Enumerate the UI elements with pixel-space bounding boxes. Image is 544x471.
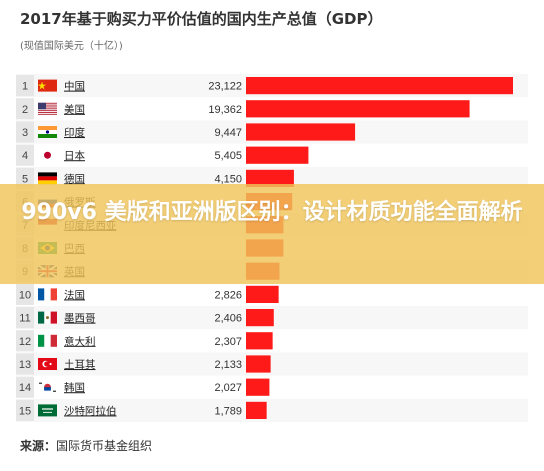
tr-flag-icon-moon-cut <box>44 361 50 367</box>
rank-label: 15 <box>19 405 31 417</box>
fr-flag-icon-red <box>50 288 57 301</box>
de-flag-icon-gold <box>38 180 57 185</box>
kr-flag-icon-trigram <box>53 390 56 392</box>
jp-flag-icon-sun <box>44 151 51 159</box>
value-label: 19,362 <box>208 104 242 116</box>
category-label: 意大利 <box>64 335 96 348</box>
value-label: 1,789 <box>214 405 242 417</box>
rank-cell <box>16 283 34 305</box>
it-flag-icon-red <box>50 334 57 347</box>
us-flag-icon-canton <box>38 102 46 110</box>
chart-subtitle: (现值国际美元（十亿）) <box>20 41 123 52</box>
rank-cell <box>16 144 34 166</box>
it-flag-icon <box>38 334 45 347</box>
row-background <box>16 352 528 376</box>
rank-cell <box>16 75 34 97</box>
rank-label: 11 <box>19 313 30 325</box>
category-label: 美国 <box>64 103 85 116</box>
value-label: 4,150 <box>214 173 242 185</box>
category-label: 德国 <box>64 172 85 185</box>
in-flag-icon <box>38 126 57 130</box>
category-label: 墨西哥 <box>64 313 96 325</box>
rank-cell <box>16 353 34 375</box>
us-flag-icon-stripe <box>38 108 57 110</box>
bar <box>246 123 356 141</box>
sa-flag-icon-sword <box>43 411 52 413</box>
bar <box>246 146 309 164</box>
fr-flag-icon-white <box>44 288 51 301</box>
us-flag-icon-stripe <box>38 112 57 113</box>
rank-label: 3 <box>22 127 28 139</box>
value-label: 2,133 <box>214 359 242 371</box>
sa-flag-icon-script <box>42 408 53 410</box>
bar <box>246 378 270 396</box>
value-label: 23,122 <box>208 81 242 93</box>
de-flag-icon <box>38 172 57 177</box>
category-label: 中国 <box>64 80 85 93</box>
category-label: 日本 <box>64 149 85 162</box>
tr-flag-icon-star <box>49 362 52 366</box>
rank-cell <box>16 376 34 398</box>
rank-label: 14 <box>19 382 31 394</box>
source-text: 国际货币基金组织 <box>56 439 153 453</box>
mx-flag-icon <box>38 311 45 324</box>
rank-label: 13 <box>19 359 31 371</box>
rank-cell <box>16 121 34 143</box>
value-label: 2,307 <box>214 336 242 348</box>
source-label: 来源： <box>20 439 57 453</box>
in-flag-icon-wheel <box>45 130 50 134</box>
kr-flag-icon-taeguk-blue <box>44 387 51 391</box>
rank-label: 12 <box>19 336 31 348</box>
rank-cell <box>16 167 34 189</box>
category-label: 土耳其 <box>64 358 96 371</box>
value-label: 2,027 <box>214 382 242 394</box>
rank-cell <box>16 330 34 352</box>
sa-flag-icon <box>38 404 57 417</box>
category-label: 沙特阿拉伯 <box>64 404 117 417</box>
category-label: 韩国 <box>64 381 85 394</box>
bar <box>246 401 267 419</box>
rank-cell <box>16 399 34 421</box>
us-flag-icon-stripe <box>38 104 57 106</box>
source-line: 来源：国际货币基金组织 <box>20 437 152 454</box>
category-label: 法国 <box>64 288 85 301</box>
rank-cell <box>16 98 34 120</box>
us-flag-icon-stripe <box>38 102 57 104</box>
rank-cell <box>16 307 34 329</box>
bar <box>246 169 294 187</box>
category-label: 印度 <box>64 126 85 139</box>
cn-flag-icon <box>38 79 57 92</box>
us-flag-icon-stripe <box>38 113 57 115</box>
value-label: 2,406 <box>214 313 242 325</box>
rank-label: 1 <box>22 81 28 93</box>
value-label: 9,447 <box>214 127 242 139</box>
cn-flag-icon-star <box>38 81 46 90</box>
bar <box>246 77 513 95</box>
bar <box>246 355 271 373</box>
rank-label: 5 <box>22 173 28 185</box>
us-flag-icon-stripe <box>38 110 57 112</box>
bar <box>246 332 273 350</box>
us-flag-icon-stripe <box>38 106 57 108</box>
rank-label: 2 <box>22 104 28 116</box>
de-flag-icon-red <box>38 176 57 181</box>
mx-flag-icon-red <box>50 311 57 324</box>
fr-flag-icon <box>38 288 45 301</box>
title-banner <box>0 184 544 284</box>
in-flag-icon-green <box>38 134 57 138</box>
rank-label: 4 <box>22 150 28 162</box>
value-label: 2,826 <box>214 289 242 301</box>
value-label: 5,405 <box>214 150 242 162</box>
bar <box>246 285 279 303</box>
it-flag-icon-white <box>44 334 51 347</box>
kr-flag-icon-trigram <box>39 382 42 384</box>
bar <box>246 100 470 118</box>
chart-title: 2017年基于购买力平价估值的国内生产总值（GDP） <box>20 10 383 28</box>
mx-flag-icon-emblem <box>46 316 49 320</box>
banner-text: 990v6 美版和亚洲版区别：设计材质功能全面解析 <box>21 200 523 225</box>
bar <box>246 309 274 327</box>
rank-label: 10 <box>19 289 31 301</box>
row-background <box>16 398 528 422</box>
